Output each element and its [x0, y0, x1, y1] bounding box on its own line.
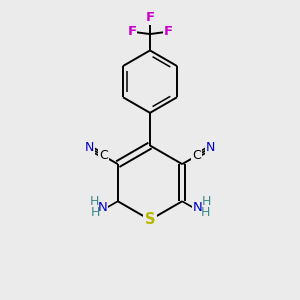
Text: F: F [128, 25, 137, 38]
Text: H: H [201, 195, 211, 208]
Text: H: H [90, 206, 100, 219]
Text: F: F [146, 11, 154, 24]
Text: S: S [145, 212, 155, 227]
Text: F: F [163, 25, 172, 38]
Text: C: C [192, 149, 201, 162]
Text: N: N [206, 141, 215, 154]
Text: H: H [89, 195, 99, 208]
Text: N: N [193, 201, 202, 214]
Text: N: N [85, 141, 94, 154]
Text: N: N [98, 201, 107, 214]
Text: H: H [200, 206, 210, 219]
Text: C: C [99, 149, 108, 162]
